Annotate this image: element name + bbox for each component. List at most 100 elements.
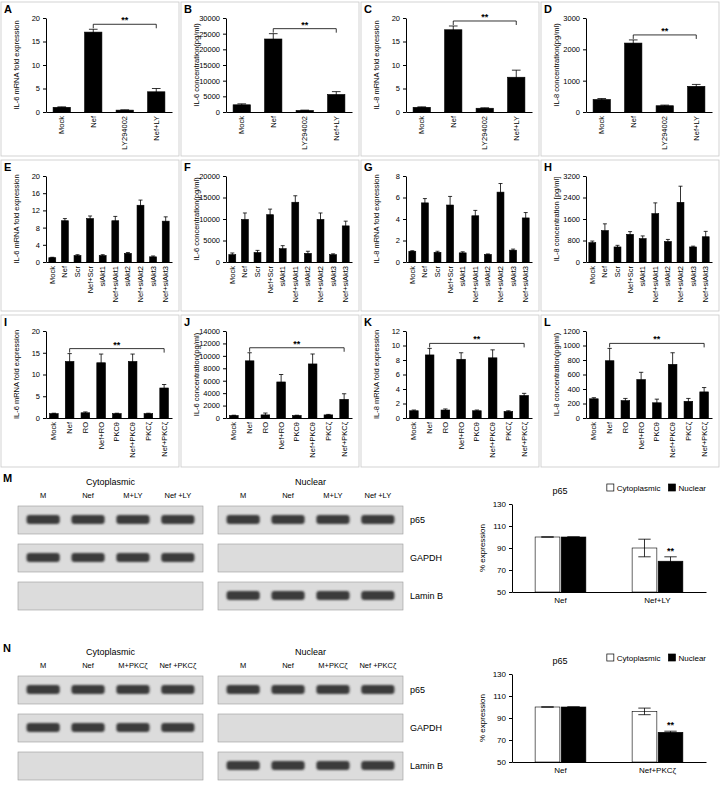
blot-title: Cytoplasmic	[86, 477, 136, 487]
tick-label: 5000	[203, 92, 220, 101]
tick-mark	[43, 353, 46, 354]
band	[271, 515, 304, 524]
axis-line	[512, 675, 513, 763]
tick: Nef+siAkt1	[291, 266, 300, 302]
error-bar	[436, 251, 440, 253]
tick: 2000	[563, 45, 586, 54]
tick-label: siAkt3	[149, 266, 158, 286]
bar	[128, 361, 137, 418]
error-bar	[603, 224, 607, 237]
tick: Mock	[237, 116, 246, 134]
tick-label: 1600	[563, 215, 580, 224]
bar	[265, 39, 282, 112]
legend-item: Nuclear	[668, 654, 706, 663]
bar	[49, 258, 56, 262]
tick: 110	[493, 522, 512, 531]
tick-mark	[509, 740, 512, 741]
row-label: p65	[410, 515, 425, 525]
bar	[690, 247, 697, 262]
lane-label: Nef	[282, 491, 295, 500]
tick: LY294002	[120, 116, 129, 150]
tick: Nef+Scr	[86, 266, 95, 294]
error-bar	[459, 353, 463, 366]
axis-line	[226, 19, 227, 113]
tick: Nef+siAkt2	[676, 266, 685, 302]
tick-label: Nef+PKCθ	[488, 422, 497, 458]
tick: Nef	[600, 265, 609, 278]
legend-swatch	[607, 654, 614, 661]
tick-label: Scr	[433, 265, 442, 277]
tick: PKCθ	[472, 422, 481, 442]
band	[316, 761, 349, 770]
tick-label: 800	[567, 236, 580, 245]
error-bar	[702, 388, 706, 397]
x-axis: MockNefRONef+ROPKCθNef+PKCθPKCζNef+PKCζ	[227, 419, 353, 458]
error-bar	[344, 221, 348, 230]
y-axis: 048121620	[32, 172, 47, 267]
bar	[421, 203, 428, 262]
tick: 4000	[203, 389, 226, 398]
tick: Nef	[245, 421, 254, 434]
tick: LY294002	[300, 116, 309, 150]
tick-label: 20	[32, 327, 40, 336]
chart-panel: 507090110130NefNef+LYp65% expression**Cy…	[478, 484, 707, 605]
tick-label: 70	[497, 736, 506, 745]
tick-label: 50	[497, 758, 506, 767]
tick-mark	[43, 262, 46, 263]
tick-mark	[223, 65, 226, 66]
bar	[510, 250, 517, 262]
blot-strip	[18, 676, 203, 704]
bar	[293, 416, 302, 418]
band	[71, 553, 104, 562]
tick: Nef+PKCζ	[160, 421, 169, 456]
tick-label: Nef+LY	[644, 596, 671, 605]
tick: 1600	[563, 215, 586, 224]
band	[316, 515, 349, 524]
blot-panel: MCytoplasmicMNefM+LYNef +LYNuclearMNefM+…	[3, 472, 443, 610]
tick: 15	[32, 349, 46, 358]
tick: 15	[392, 37, 406, 46]
tick-mark	[403, 404, 406, 405]
tick-label: 0	[36, 258, 40, 267]
bar	[590, 399, 599, 418]
error-bar	[512, 70, 521, 84]
tick-label: 14000	[199, 327, 220, 336]
bar	[664, 242, 671, 262]
error-bar	[597, 99, 606, 101]
lane-label: Nef +LY	[364, 491, 391, 500]
error-bar	[243, 213, 247, 226]
plot-marks	[535, 537, 683, 592]
tick: Nef+RO	[277, 422, 286, 449]
axis-line	[406, 177, 407, 263]
blot-strip	[218, 582, 403, 610]
tick-label: LY294002	[120, 116, 129, 150]
plot-marks	[233, 34, 345, 112]
tick: Nef+PKCζ	[639, 766, 677, 775]
lane-label: M	[40, 661, 46, 670]
tick-mark	[403, 346, 406, 347]
tick: RO	[261, 422, 270, 433]
band	[116, 685, 149, 694]
tick-label: 0	[216, 258, 220, 267]
tick-mark	[223, 49, 226, 50]
error-bar	[232, 415, 236, 417]
tick: 70	[497, 566, 512, 575]
lane-label: M	[240, 661, 246, 670]
tick-mark	[509, 696, 512, 697]
tick: 110	[493, 692, 512, 701]
tick: 2	[396, 399, 406, 408]
tick-label: 4	[396, 215, 400, 224]
tick: 20000	[199, 45, 226, 54]
tick: 10	[32, 61, 46, 70]
tick-label: LY294002	[480, 116, 489, 150]
tick: Nef+siAkt2	[136, 266, 145, 302]
tick-label: 0	[576, 258, 580, 267]
bar	[535, 537, 560, 592]
tick-mark	[509, 570, 512, 571]
tick-label: PKCζ	[504, 421, 513, 440]
legend-item: Cytoplasmic	[607, 654, 661, 663]
tick-label: Nef+siAkt1	[291, 266, 300, 302]
panel-frame	[541, 315, 719, 467]
band	[27, 723, 60, 732]
tick-label: Nef+siAkt3	[161, 266, 170, 302]
